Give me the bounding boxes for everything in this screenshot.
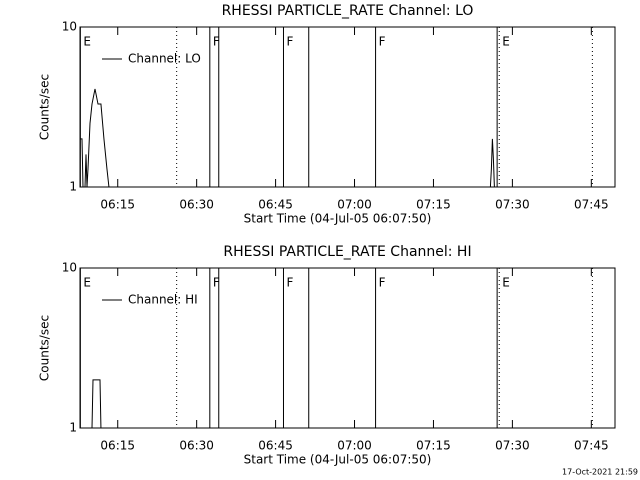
x-tick-label: 06:45	[258, 198, 293, 212]
flag-label: F	[286, 35, 293, 49]
chart-title: RHESSI PARTICLE_RATE Channel: LO	[222, 3, 474, 19]
y-tick-label: 10	[62, 261, 77, 275]
x-axis-label: Start Time (04-Jul-05 06:07:50)	[244, 212, 432, 226]
data-line	[80, 88, 495, 188]
flag-label: F	[379, 35, 386, 49]
y-axis-label: Counts/sec	[38, 74, 52, 140]
x-tick-label: 07:30	[495, 198, 530, 212]
flag-label: F	[213, 276, 220, 290]
y-tick-label: 1	[69, 421, 77, 435]
x-tick-label: 07:15	[416, 439, 451, 453]
x-tick-label: 07:00	[337, 439, 372, 453]
legend-label: Channel: HI	[128, 293, 198, 307]
y-axis-label: Counts/sec	[38, 315, 52, 381]
flag-label: F	[379, 276, 386, 290]
x-tick-label: 06:45	[258, 439, 293, 453]
x-axis-label: Start Time (04-Jul-05 06:07:50)	[244, 453, 432, 467]
data-line	[80, 379, 615, 429]
x-tick-label: 06:15	[100, 439, 135, 453]
chart-title: RHESSI PARTICLE_RATE Channel: HI	[223, 244, 471, 260]
flag-label: E	[502, 35, 510, 49]
x-tick-label: 07:00	[337, 198, 372, 212]
flag-label: E	[83, 35, 91, 49]
legend-label: Channel: LO	[128, 52, 201, 66]
y-tick-label: 1	[69, 180, 77, 194]
x-tick-label: 07:30	[495, 439, 530, 453]
flag-label: E	[83, 276, 91, 290]
flag-label: E	[502, 276, 510, 290]
x-tick-label: 07:45	[574, 439, 609, 453]
y-tick-label: 10	[62, 20, 77, 34]
timestamp: 17-Oct-2021 21:59	[562, 468, 638, 477]
x-tick-label: 07:45	[574, 198, 609, 212]
x-tick-label: 06:30	[179, 198, 214, 212]
flag-label: F	[286, 276, 293, 290]
x-tick-label: 06:30	[179, 439, 214, 453]
x-tick-label: 07:15	[416, 198, 451, 212]
flag-label: F	[213, 35, 220, 49]
x-tick-label: 06:15	[100, 198, 135, 212]
